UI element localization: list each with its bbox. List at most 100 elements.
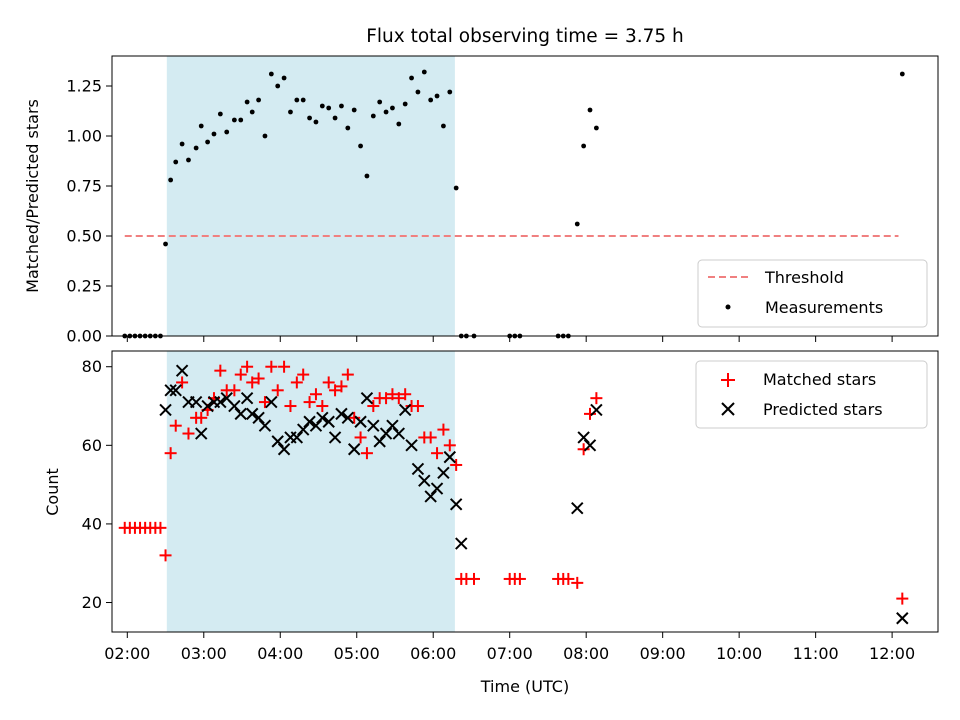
measurement-point: [370, 113, 376, 119]
predicted-star-marker: [379, 427, 393, 440]
matched-star-marker: [577, 443, 590, 456]
predicted-star-marker: [590, 403, 603, 417]
bottom-y-tick-label: 60: [82, 436, 102, 455]
legend-matched-label: Matched stars: [763, 370, 876, 389]
matched-star-marker: [284, 400, 297, 413]
matched-star-marker: [392, 392, 405, 405]
predicted-star-marker: [246, 407, 259, 421]
matched-star-marker: [176, 376, 189, 389]
top-axes-frame: [111, 55, 939, 337]
top-y-tick-label: 0.50: [66, 227, 102, 246]
measurement-point: [179, 141, 185, 147]
x-tick-label: 07:00: [487, 644, 533, 663]
bottom-y-tick-label: 20: [82, 593, 102, 612]
measurement-point: [574, 221, 580, 227]
top-y-tick-label: 1.00: [66, 127, 102, 146]
legend-threshold-label: Threshold: [764, 268, 844, 287]
measurement-point: [441, 123, 446, 129]
matched-star-marker: [329, 384, 342, 397]
measurement-point: [294, 97, 300, 103]
matched-star-marker: [584, 407, 597, 420]
matched-star-marker: [513, 572, 526, 585]
bottom-x-ticks: 02:00 03:00 04:00 05:00 06:00 07:00 08:00 09:00…: [104, 632, 915, 663]
measurement-point: [421, 69, 427, 75]
measurement-point: [319, 103, 325, 109]
measurement-point: [428, 97, 434, 103]
x-axis-label: Time (UTC): [480, 677, 569, 696]
matched-star-marker: [265, 360, 278, 373]
predicted-star-marker: [277, 443, 291, 456]
measurement-point: [224, 129, 230, 135]
bottom-legend: Matched stars Predicted stars: [695, 360, 928, 429]
measurement-point: [332, 115, 338, 121]
predicted-star-marker: [367, 419, 380, 432]
predicted-star-marker: [309, 419, 323, 432]
predicted-star-marker: [354, 415, 367, 428]
matched-star-marker: [214, 364, 227, 377]
x-tick-label: 04:00: [257, 644, 303, 663]
measurement-point: [173, 159, 179, 165]
measurement-point: [434, 93, 440, 99]
predicted-star-marker: [240, 391, 254, 405]
predicted-star-marker: [430, 482, 444, 495]
measurement-point: [238, 117, 244, 123]
matched-star-marker: [367, 400, 380, 413]
matched-star-marker: [309, 388, 322, 401]
predicted-star-marker: [411, 462, 425, 476]
predicted-star-marker: [316, 411, 329, 425]
matched-star-marker: [169, 419, 182, 432]
measurement-point: [409, 75, 414, 81]
top-observing-span: [166, 56, 455, 336]
measurement-point: [402, 101, 408, 107]
legend-predicted-swatch: [721, 402, 735, 416]
predicted-star-marker: [373, 435, 386, 448]
measurement-point: [249, 109, 255, 115]
matched-star-marker: [590, 392, 603, 405]
measurement-point: [288, 109, 293, 115]
matched-star-marker: [354, 431, 367, 444]
top-legend: Threshold Measurements: [697, 259, 928, 328]
measurement-point: [453, 185, 459, 191]
matched-star-marker: [424, 431, 437, 444]
bottom-axes-frame: [111, 350, 939, 633]
matched-star-marker: [322, 376, 335, 389]
matched-star-marker: [380, 392, 393, 405]
predicted-star-marker: [271, 435, 284, 448]
measurement-point: [275, 83, 281, 89]
measurement-point: [300, 97, 306, 103]
predicted-star-marker: [341, 411, 355, 425]
matched-star-marker: [154, 521, 167, 534]
measurement-point: [345, 125, 351, 131]
bottom-legend-box: [695, 360, 928, 429]
predicted-star-marker: [258, 419, 272, 432]
matched-stars-series: [118, 360, 909, 605]
predicted-star-marker: [347, 443, 361, 456]
matched-star-marker: [437, 423, 450, 436]
top-y-tick-label: 1.25: [66, 77, 102, 96]
measurement-point: [313, 119, 319, 125]
measurement-point: [198, 123, 204, 129]
measurement-point: [593, 125, 599, 131]
predicted-star-marker: [577, 431, 590, 444]
measurement-point: [244, 99, 250, 105]
predicted-star-marker: [201, 399, 214, 413]
matched-star-marker: [182, 427, 195, 440]
predicted-star-marker: [175, 364, 189, 377]
measurement-point: [339, 103, 344, 109]
matched-star-marker: [159, 549, 172, 562]
measurement-point: [383, 109, 389, 115]
top-y-axis-label: Matched/Predicted stars: [23, 99, 42, 293]
predicted-star-marker: [296, 423, 310, 436]
matched-star-marker: [258, 396, 271, 409]
predicted-star-marker: [583, 439, 597, 452]
top-y-ticks: 0.00 0.25 0.50 0.75 1.00 1.25: [66, 77, 112, 346]
matched-star-marker: [297, 368, 310, 381]
predicted-star-marker: [214, 395, 227, 409]
measurement-point: [364, 173, 370, 179]
measurement-point: [168, 177, 174, 183]
top-y-tick-label: 0.00: [66, 327, 102, 346]
matched-star-marker: [164, 447, 177, 460]
x-tick-label: 10:00: [716, 644, 762, 663]
